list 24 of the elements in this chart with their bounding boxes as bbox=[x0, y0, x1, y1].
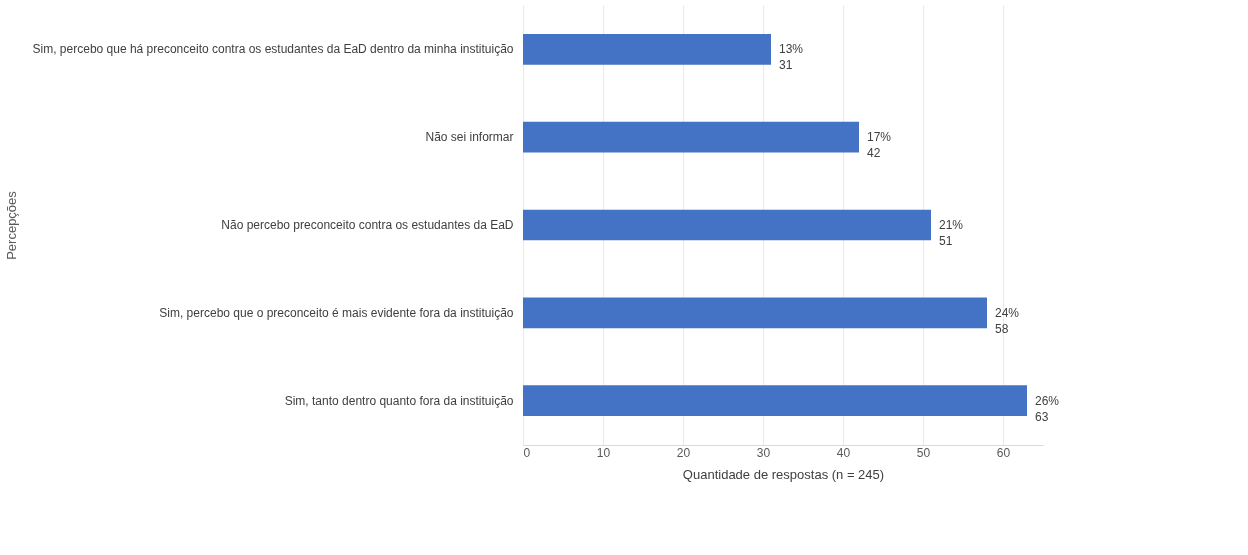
y-tick-label: Sim, percebo que há preconceito contra os estudantes da EaD dentro da minha instituição bbox=[32, 42, 514, 57]
y-tick-label: Sim, tanto dentro quanto fora da instituição bbox=[284, 393, 514, 408]
x-tick-label: 30 bbox=[756, 445, 771, 460]
x-tick-label: 20 bbox=[676, 445, 691, 460]
data-label: 24% 58 bbox=[995, 305, 1020, 336]
bar bbox=[523, 385, 1027, 417]
data-label: 17% 42 bbox=[867, 130, 892, 161]
bar bbox=[523, 209, 931, 241]
bar bbox=[523, 121, 859, 153]
bar bbox=[523, 297, 987, 329]
x-axis-title: Quantidade de respostas (n = 245) bbox=[682, 466, 885, 482]
x-tick-label: 10 bbox=[596, 445, 611, 460]
y-axis-title: Percepções bbox=[3, 190, 19, 260]
y-tick-label: Não sei informar bbox=[425, 130, 514, 145]
data-label: 13% 31 bbox=[779, 42, 804, 73]
y-tick-label: Não percebo preconceito contra os estudantes da EaD bbox=[221, 218, 514, 232]
x-tick-label: 40 bbox=[836, 445, 851, 460]
bar bbox=[523, 33, 771, 65]
x-tick-label: 60 bbox=[996, 445, 1011, 460]
y-tick-label: Sim, percebo que o preconceito é mais evidente fora da instituição bbox=[159, 305, 514, 320]
x-tick-label: 50 bbox=[916, 445, 931, 460]
data-label: 21% 51 bbox=[939, 218, 964, 248]
x-tick-label: 0 bbox=[523, 445, 531, 460]
data-label: 26% 63 bbox=[1035, 393, 1060, 424]
